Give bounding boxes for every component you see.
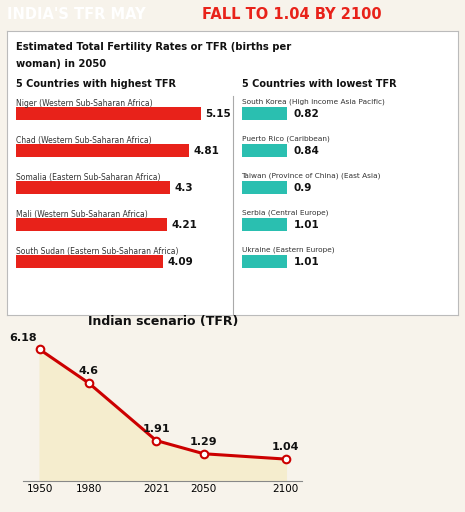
Text: 1.91: 1.91 (142, 424, 170, 434)
Text: 4.6: 4.6 (79, 366, 99, 376)
Text: Taiwan (Province of China) (East Asia): Taiwan (Province of China) (East Asia) (241, 173, 381, 179)
Bar (241, 218, 286, 231)
Text: 0.82: 0.82 (293, 109, 319, 119)
Text: Indian scenario (TFR): Indian scenario (TFR) (87, 315, 238, 328)
Text: Estimated Total Fertility Rates or TFR (births per: Estimated Total Fertility Rates or TFR (… (16, 42, 291, 52)
Bar (16, 181, 170, 194)
Text: 5 Countries with highest TFR: 5 Countries with highest TFR (16, 79, 176, 89)
Text: Somalia (Eastern Sub-Saharan Africa): Somalia (Eastern Sub-Saharan Africa) (16, 173, 160, 182)
Point (200, 450, 207, 458)
Text: 4.3: 4.3 (175, 183, 193, 193)
Text: 1.01: 1.01 (293, 257, 319, 267)
Bar (241, 181, 286, 194)
Text: 4.81: 4.81 (193, 146, 219, 156)
Text: FALL TO 1.04 BY 2100: FALL TO 1.04 BY 2100 (202, 7, 382, 22)
Point (153, 436, 160, 444)
Text: 5 Countries with lowest TFR: 5 Countries with lowest TFR (241, 79, 396, 89)
Bar (16, 108, 201, 120)
Point (85, 379, 93, 387)
Text: 4.09: 4.09 (167, 257, 193, 267)
Bar (241, 108, 286, 120)
Text: Niger (Western Sub-Saharan Africa): Niger (Western Sub-Saharan Africa) (16, 99, 153, 108)
Text: 0.84: 0.84 (293, 146, 319, 156)
Text: 1.04: 1.04 (272, 442, 299, 452)
Text: woman) in 2050: woman) in 2050 (16, 59, 106, 69)
Text: 1.29: 1.29 (190, 437, 218, 447)
Text: Ukraine (Eastern Europe): Ukraine (Eastern Europe) (241, 247, 334, 253)
Text: 4.21: 4.21 (172, 220, 198, 230)
Text: South Sudan (Eastern Sub-Saharan Africa): South Sudan (Eastern Sub-Saharan Africa) (16, 247, 179, 255)
Bar (241, 144, 286, 157)
Text: Mali (Western Sub-Saharan Africa): Mali (Western Sub-Saharan Africa) (16, 210, 148, 219)
Text: INDIA'S TFR MAY: INDIA'S TFR MAY (7, 7, 151, 22)
Bar (16, 144, 189, 157)
Text: Puerto Rico (Caribbean): Puerto Rico (Caribbean) (241, 136, 329, 142)
Bar (16, 218, 167, 231)
Bar (16, 255, 163, 268)
Text: Serbia (Central Europe): Serbia (Central Europe) (241, 210, 328, 216)
Point (282, 455, 290, 463)
Text: 5.15: 5.15 (206, 109, 231, 119)
Text: South Korea (High income Asia Pacific): South Korea (High income Asia Pacific) (241, 99, 385, 105)
Text: 6.18: 6.18 (9, 333, 36, 343)
Text: 0.9: 0.9 (293, 183, 312, 193)
Bar (241, 255, 286, 268)
Text: 1.01: 1.01 (293, 220, 319, 230)
Point (36, 346, 43, 354)
Text: Chad (Western Sub-Saharan Africa): Chad (Western Sub-Saharan Africa) (16, 136, 152, 145)
